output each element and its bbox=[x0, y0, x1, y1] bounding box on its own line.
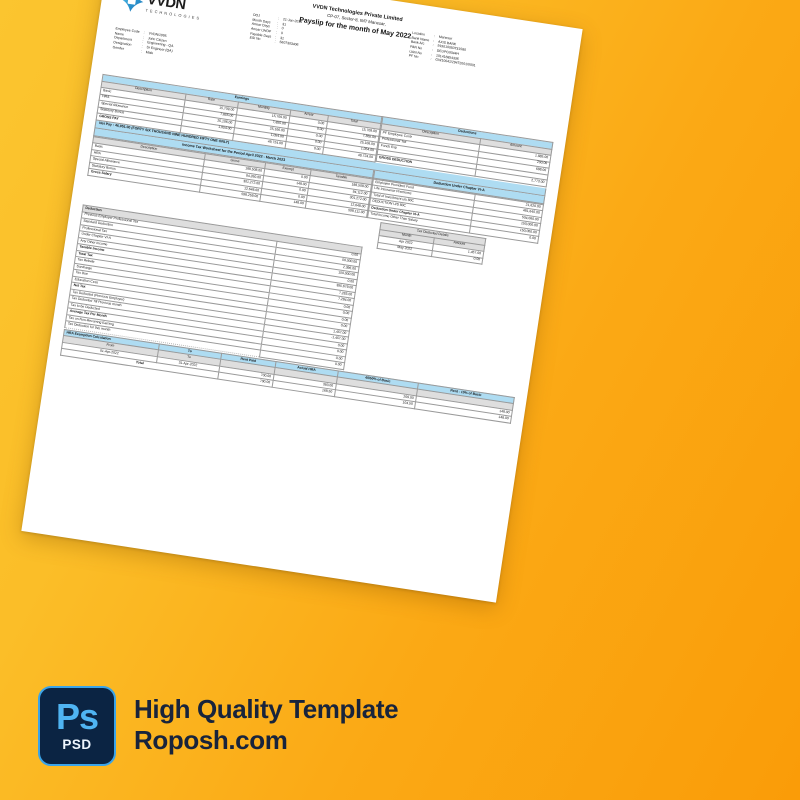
photoshop-icon: Ps bbox=[55, 696, 99, 738]
star-icon bbox=[118, 0, 145, 14]
promo-line-2: Roposh.com bbox=[134, 724, 288, 755]
vvdn-logo: VVDN TECHNOLOGIES bbox=[118, 0, 225, 29]
payslip-header: VVDN TECHNOLOGIES VVDN Technologies Priv… bbox=[110, 0, 569, 91]
psd-label: PSD bbox=[62, 736, 92, 752]
psd-badge: Ps PSD bbox=[38, 686, 116, 766]
payslip-document[interactable]: VVDN TECHNOLOGIES VVDN Technologies Priv… bbox=[21, 0, 583, 603]
promo-line-1: High Quality Template bbox=[134, 694, 399, 724]
promo-text: High Quality Template Roposh.com bbox=[134, 694, 399, 755]
